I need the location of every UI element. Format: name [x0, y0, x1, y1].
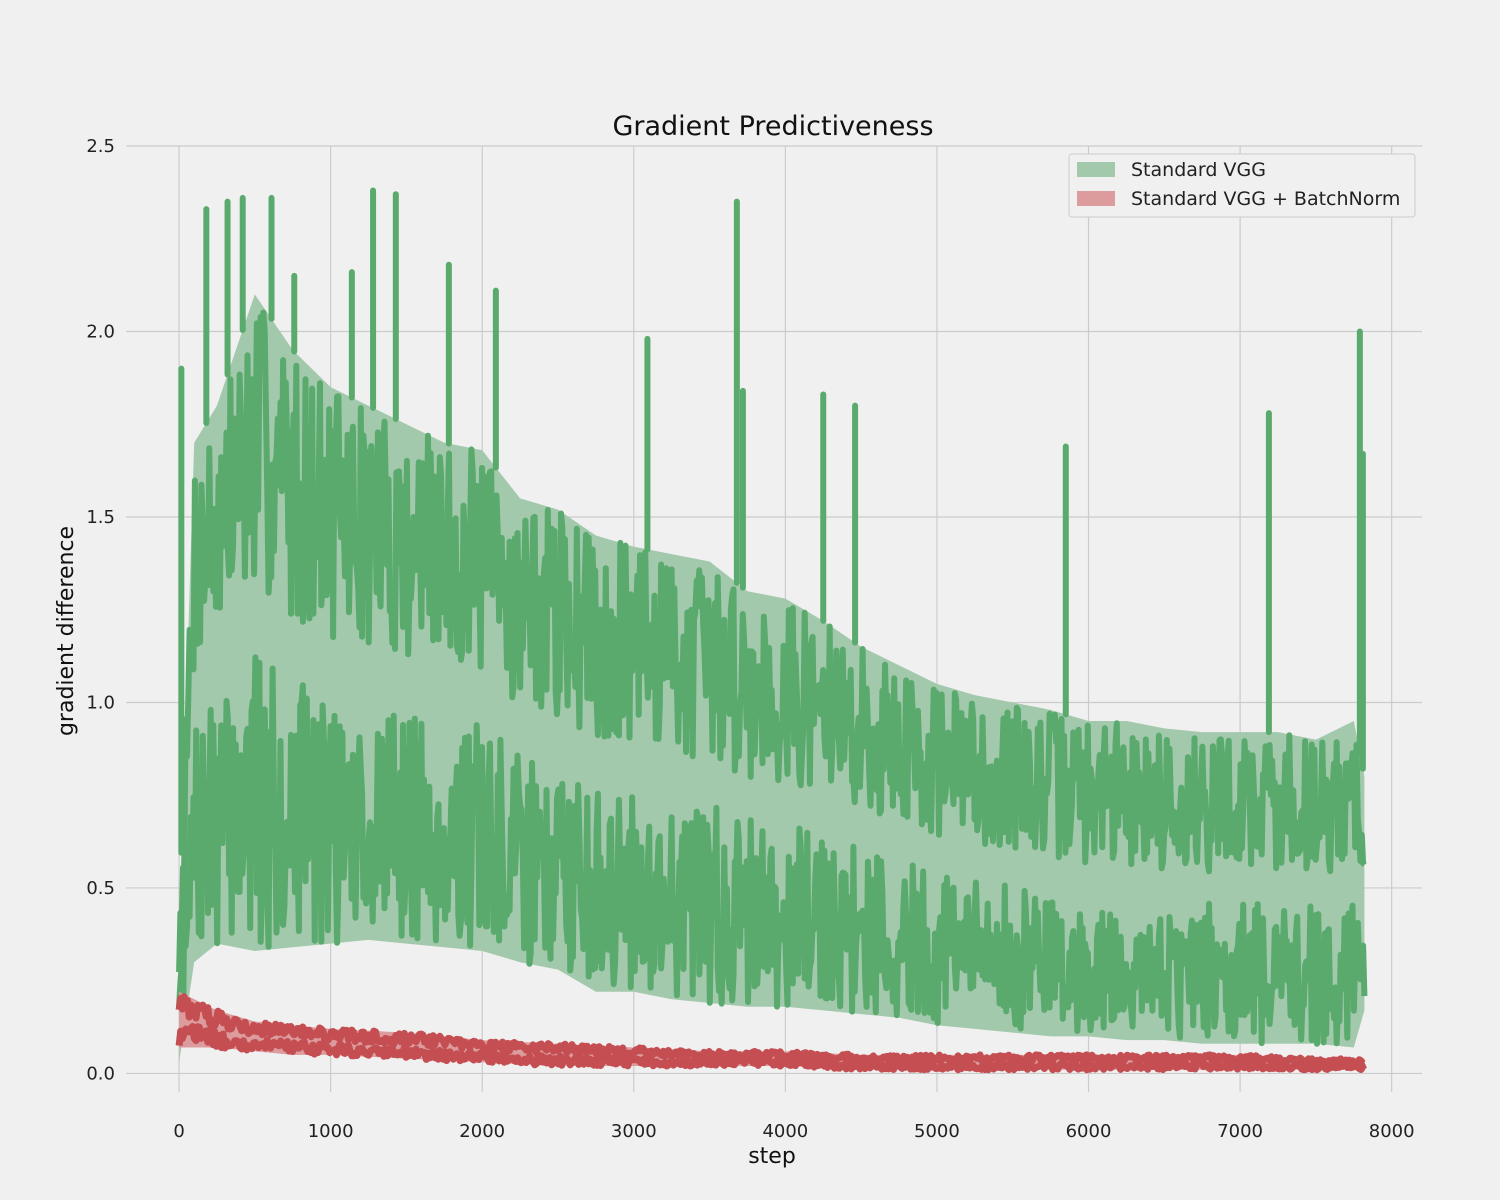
x-tick-label: 2000	[459, 1121, 505, 1142]
x-tick-label: 3000	[611, 1121, 657, 1142]
y-tick-label: 1.0	[86, 692, 115, 713]
series-layer	[175, 187, 1368, 1074]
x-tick-label: 1000	[308, 1121, 354, 1142]
series-max-line-standard-vgg-batchnorm	[175, 993, 1367, 1068]
x-tick-label: 0	[173, 1121, 184, 1142]
y-tick-label: 0.0	[86, 1063, 115, 1084]
legend-swatch-standard-vgg	[1077, 162, 1115, 177]
tick-layer: 0 1000 2000 3000 4000 5000 6000 7000 8000 0.0 0.5 1…	[86, 136, 1414, 1142]
legend-box	[1068, 153, 1416, 218]
x-tick-label: 4000	[762, 1121, 808, 1142]
y-axis-title: gradient difference	[54, 526, 79, 736]
series-standard-vgg-batchnorm	[175, 991, 1368, 1074]
y-tick-label: 1.5	[86, 507, 115, 528]
series-band-standard-vgg-batchnorm	[179, 991, 1365, 1070]
series-standard-vgg	[176, 187, 1368, 1063]
legend-swatch-standard-vgg-batchnorm	[1077, 191, 1115, 206]
legend-label-standard-vgg-batchnorm: Standard VGG + BatchNorm	[1131, 188, 1400, 210]
legend-label-standard-vgg: Standard VGG	[1131, 159, 1266, 181]
y-tick-label: 2.5	[86, 136, 115, 157]
legend: Standard VGG Standard VGG + BatchNorm	[1068, 153, 1416, 218]
x-axis-title: step	[748, 1144, 796, 1169]
series-max-line-standard-vgg	[176, 309, 1367, 973]
chart-title: Gradient Predictiveness	[612, 111, 933, 142]
series-min-line-standard-vgg	[176, 654, 1368, 1047]
x-tick-label: 8000	[1369, 1121, 1415, 1142]
y-tick-label: 0.5	[86, 878, 115, 899]
y-tick-label: 2.0	[86, 321, 115, 342]
x-tick-label: 6000	[1066, 1121, 1112, 1142]
series-min-line-standard-vgg-batchnorm	[175, 1023, 1368, 1074]
x-tick-label: 5000	[914, 1121, 960, 1142]
x-tick-label: 7000	[1217, 1121, 1263, 1142]
